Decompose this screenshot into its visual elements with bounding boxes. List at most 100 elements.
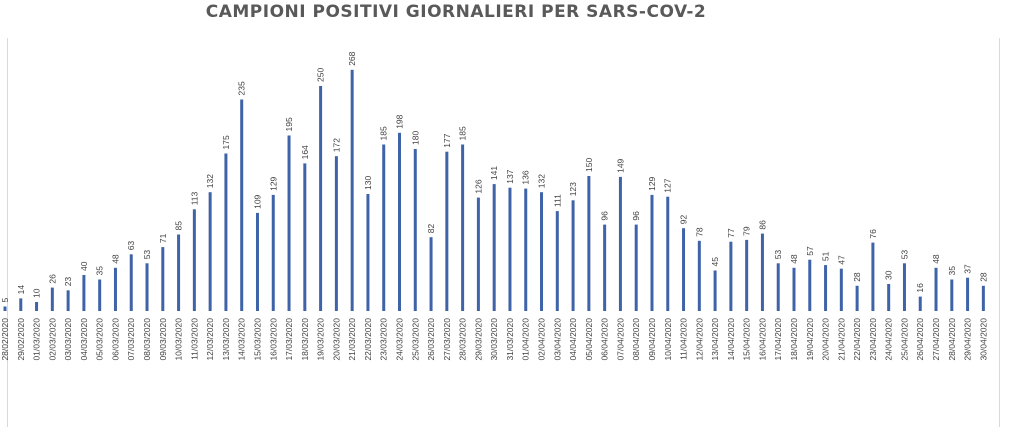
data-label: 141 [489, 166, 499, 180]
bar [871, 242, 875, 311]
data-label: 48 [789, 254, 799, 264]
data-label: 172 [331, 138, 341, 152]
data-label: 175 [221, 135, 231, 149]
x-tick-label: 09/04/2020 [647, 318, 657, 361]
data-label: 129 [647, 176, 657, 190]
bar [82, 275, 86, 311]
bar [776, 263, 780, 311]
bar [855, 285, 859, 311]
x-tick-label: 09/03/2020 [158, 318, 168, 361]
x-tick-label: 18/03/2020 [300, 318, 310, 361]
bar [161, 247, 165, 311]
x-tick-label: 29/03/2020 [473, 318, 483, 361]
bar [666, 196, 670, 311]
data-label: 71 [158, 233, 168, 243]
bar [603, 224, 607, 311]
data-label: 96 [631, 211, 641, 221]
bar [682, 228, 686, 311]
x-tick-label: 07/04/2020 [615, 318, 625, 361]
data-label: 76 [868, 229, 878, 239]
data-label: 132 [205, 174, 215, 188]
x-tick-label: 21/04/2020 [836, 318, 846, 361]
bar [713, 270, 717, 311]
x-tick-label: 31/03/2020 [505, 318, 515, 361]
bar [192, 209, 196, 311]
x-tick-label: 28/04/2020 [947, 318, 957, 361]
data-label: 35 [95, 266, 105, 276]
data-label: 85 [174, 221, 184, 231]
x-tick-label: 29/04/2020 [963, 318, 973, 361]
bar [902, 263, 906, 311]
data-label: 164 [300, 145, 310, 159]
x-tick-label: 12/04/2020 [694, 318, 704, 361]
bar [634, 224, 638, 311]
data-label: 37 [963, 264, 973, 274]
x-tick-label: 15/03/2020 [252, 318, 262, 361]
x-tick-label: 03/03/2020 [63, 318, 73, 361]
data-label: 10 [32, 288, 42, 298]
x-tick-label: 01/03/2020 [32, 318, 42, 361]
x-tick-label: 26/04/2020 [915, 318, 925, 361]
data-label: 48 [110, 254, 120, 264]
data-label: 14 [16, 285, 26, 295]
x-tick-label: 03/04/2020 [552, 318, 562, 361]
x-tick-label: 12/03/2020 [205, 318, 215, 361]
data-label: 126 [473, 179, 483, 193]
bar [981, 285, 985, 311]
data-label: 149 [615, 158, 625, 172]
x-tick-label: 16/04/2020 [757, 318, 767, 361]
bar [50, 287, 54, 311]
x-tick-label: 22/03/2020 [363, 318, 373, 361]
x-tick-label: 18/04/2020 [789, 318, 799, 361]
x-tick-label: 04/04/2020 [568, 318, 578, 361]
x-tick-label: 02/04/2020 [537, 318, 547, 361]
x-tick-label: 23/04/2020 [868, 318, 878, 361]
x-tick-label: 14/03/2020 [237, 318, 247, 361]
bar [98, 279, 102, 311]
data-label: 177 [442, 133, 452, 147]
x-tick-label: 17/03/2020 [284, 318, 294, 361]
bar [950, 279, 954, 311]
x-tick-label: 10/03/2020 [174, 318, 184, 361]
data-label: 63 [126, 241, 136, 251]
data-label: 180 [410, 131, 420, 145]
x-tick-label: 22/04/2020 [852, 318, 862, 361]
right-border-line [999, 38, 1000, 427]
bar [66, 290, 70, 311]
data-label: 28 [852, 272, 862, 282]
bar [255, 212, 259, 311]
bar [729, 241, 733, 311]
data-label: 82 [426, 223, 436, 233]
x-tick-label: 10/04/2020 [663, 318, 673, 361]
data-label: 185 [458, 126, 468, 140]
data-label: 150 [584, 158, 594, 172]
bar [808, 259, 812, 311]
data-label: 53 [899, 250, 909, 260]
data-label: 185 [379, 126, 389, 140]
x-tick-label: 21/03/2020 [347, 318, 357, 361]
bar [571, 200, 575, 311]
bar [587, 176, 591, 311]
x-tick-label: 11/04/2020 [679, 318, 689, 360]
bar [461, 144, 465, 311]
data-label: 86 [757, 220, 767, 230]
bar [618, 176, 622, 311]
bar [508, 187, 512, 311]
x-tick-label: 07/03/2020 [126, 318, 136, 361]
x-tick-label: 15/04/2020 [742, 318, 752, 361]
bar [319, 86, 323, 311]
x-tick-label: 30/04/2020 [978, 318, 988, 361]
bar [177, 234, 181, 311]
bar [366, 194, 370, 311]
data-label: 79 [742, 226, 752, 236]
bar [398, 132, 401, 311]
x-tick-label: 02/03/2020 [47, 318, 57, 361]
data-label: 26 [47, 274, 57, 284]
data-label: 5 [0, 298, 10, 303]
x-tick-label: 26/03/2020 [426, 318, 436, 361]
data-label: 51 [821, 251, 831, 261]
x-tick-label: 28/02/2020 [0, 318, 10, 361]
bar [492, 184, 496, 311]
x-tick-label: 24/04/2020 [884, 318, 894, 361]
